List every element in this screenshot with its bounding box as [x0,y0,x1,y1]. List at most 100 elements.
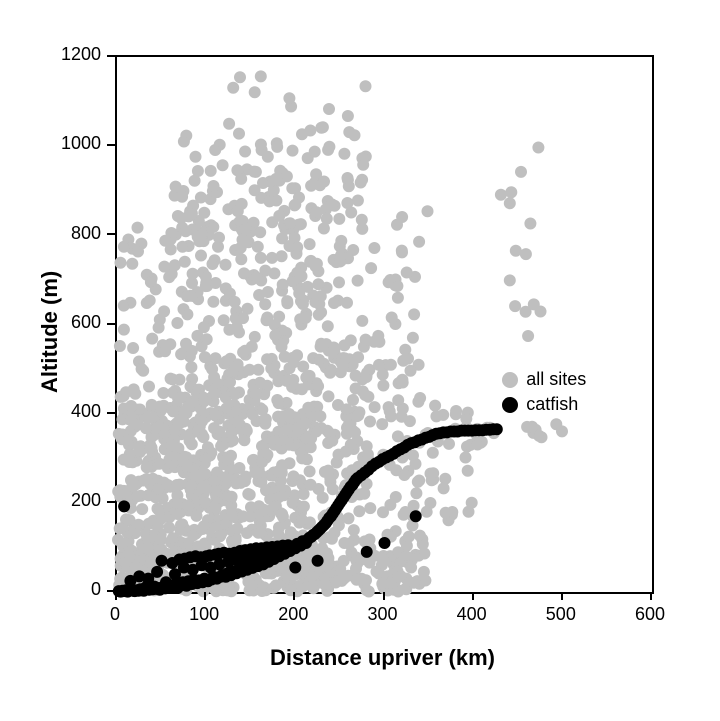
point-all-sites [238,313,249,324]
x-tick-label: 500 [531,604,591,625]
point-all-sites [138,475,149,486]
point-all-sites [430,400,441,411]
point-all-sites [298,501,309,512]
point-all-sites [322,548,333,559]
point-all-sites [198,322,209,333]
point-all-sites [377,369,388,380]
point-all-sites [238,347,249,358]
point-all-sites [328,342,339,353]
point-all-sites [369,243,380,254]
point-all-sites [210,353,221,364]
y-tick-label: 600 [41,312,101,333]
legend-label: all sites [526,369,586,390]
point-all-sites [300,418,311,429]
point-all-sites [326,533,337,544]
point-all-sites [249,331,260,342]
point-all-sites [438,483,449,494]
point-all-sites [348,525,359,536]
point-all-sites [147,333,158,344]
x-axis-label: Distance upriver (km) [115,645,650,671]
point-all-sites [256,477,267,488]
point-all-sites [221,356,232,367]
point-all-sites [398,509,409,520]
point-all-sites [241,236,252,247]
point-all-sites [523,331,534,342]
point-all-sites [196,229,207,240]
point-all-sites [392,572,403,583]
y-tick-label: 200 [41,490,101,511]
point-all-sites [316,338,327,349]
point-all-sites [220,472,231,483]
point-all-sites [400,344,411,355]
point-catfish [152,566,163,577]
y-tick-label: 800 [41,223,101,244]
point-all-sites [226,491,237,502]
point-all-sites [317,122,328,133]
point-all-sites [352,195,363,206]
point-all-sites [315,411,326,422]
point-all-sites [186,362,197,373]
point-all-sites [272,466,283,477]
point-all-sites [271,173,282,184]
point-all-sites [319,466,330,477]
x-tick-mark [650,592,652,600]
point-all-sites [255,252,266,263]
point-all-sites [341,404,352,415]
point-all-sites [365,503,376,514]
point-all-sites [303,402,314,413]
point-all-sites [141,462,152,473]
point-all-sites [200,453,211,464]
point-all-sites [366,263,377,274]
point-all-sites [270,330,281,341]
point-all-sites [134,442,145,453]
point-all-sites [210,410,221,421]
point-all-sites [199,497,210,508]
point-catfish [410,511,421,522]
point-all-sites [342,173,353,184]
point-all-sites [340,446,351,457]
point-all-sites [427,447,438,458]
point-all-sites [422,206,433,217]
point-all-sites [235,477,246,488]
point-all-sites [287,497,298,508]
point-all-sites [190,151,201,162]
point-all-sites [335,250,346,261]
point-all-sites [281,171,292,182]
point-all-sites [350,383,361,394]
point-all-sites [329,298,340,309]
point-all-sites [137,504,148,515]
point-all-sites [128,343,139,354]
point-all-sites [179,406,190,417]
point-all-sites [281,571,292,582]
point-all-sites [428,468,439,479]
point-all-sites [215,529,226,540]
point-all-sites [325,367,336,378]
point-all-sites [209,423,220,434]
point-all-sites [164,522,175,533]
point-all-sites [154,401,165,412]
point-all-sites [114,341,125,352]
point-all-sites [333,520,344,531]
point-all-sites [260,414,271,425]
point-all-sites [466,497,477,508]
point-all-sites [406,562,417,573]
point-all-sites [431,411,442,422]
point-all-sites [343,424,354,435]
point-all-sites [175,525,186,536]
point-all-sites [221,454,232,465]
point-all-sites [355,177,366,188]
legend-marker-icon [502,372,518,388]
point-all-sites [255,71,266,82]
y-tick-label: 1000 [41,133,101,154]
point-all-sites [272,395,283,406]
point-all-sites [183,500,194,511]
point-catfish [361,546,372,557]
point-all-sites [287,145,298,156]
point-all-sites [159,428,170,439]
point-all-sites [322,321,333,332]
point-all-sites [260,299,271,310]
point-all-sites [357,315,368,326]
point-all-sites [319,176,330,187]
point-all-sites [226,586,237,597]
point-all-sites [392,292,403,303]
